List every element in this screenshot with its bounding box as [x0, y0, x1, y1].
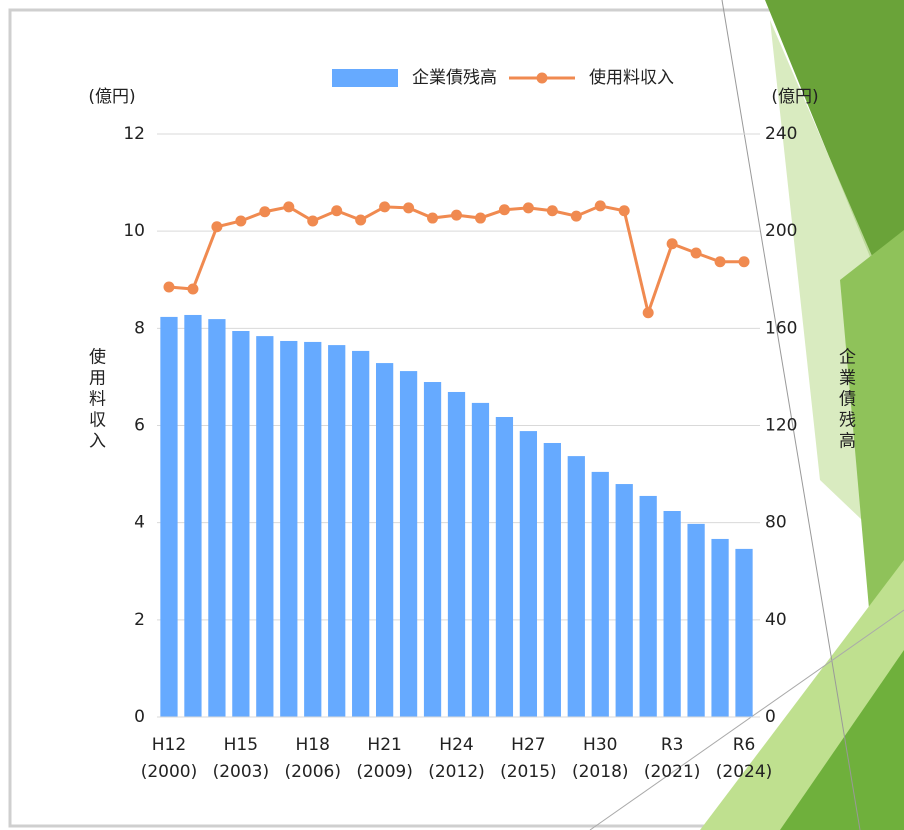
y2-tick-label: 0 [765, 707, 776, 727]
bar [328, 345, 346, 717]
line-marker [331, 205, 343, 217]
line-marker [498, 204, 510, 216]
bar [447, 391, 466, 717]
y2-tick-label: 80 [765, 513, 787, 533]
bar [208, 319, 226, 717]
line-marker [714, 256, 726, 268]
x-tick-sublabel: (2006) [284, 762, 341, 782]
y2-tick-label: 200 [765, 221, 797, 241]
legend-label: 使用料収入 [589, 67, 674, 88]
x-tick-label: H21 [367, 735, 401, 755]
x-tick-label: R6 [733, 735, 756, 755]
line-marker [211, 221, 223, 233]
y-tick-label: 4 [134, 513, 145, 533]
line-marker [379, 201, 391, 213]
bar [639, 495, 657, 717]
bar [280, 340, 298, 717]
legend-swatch [332, 69, 398, 87]
bar [519, 431, 538, 717]
x-tick-sublabel: (2021) [644, 762, 701, 782]
x-tick-label: H18 [296, 735, 330, 755]
line-marker [594, 200, 606, 212]
bar [591, 471, 609, 717]
bar [735, 548, 753, 717]
x-tick-sublabel: (2003) [213, 762, 270, 782]
y-tick-label: 10 [123, 221, 145, 241]
line-marker [427, 212, 439, 224]
bar [663, 511, 681, 717]
line-marker [235, 215, 247, 227]
line-marker [307, 215, 319, 227]
line-marker [618, 205, 630, 217]
line-marker [474, 212, 486, 224]
decoration [780, 650, 904, 830]
line-marker [187, 283, 199, 295]
y-tick-label: 6 [134, 416, 145, 436]
x-tick-sublabel: (2000) [141, 762, 198, 782]
y2-tick-label: 40 [765, 610, 787, 630]
line-marker [642, 307, 654, 319]
decoration [721, 0, 861, 830]
bar [687, 523, 705, 717]
y-tick-label: 8 [134, 318, 145, 338]
y2-tick-label: 240 [765, 124, 797, 144]
bar [352, 350, 370, 717]
y-tick-label: 12 [123, 124, 145, 144]
bar [304, 341, 322, 717]
bar [375, 363, 394, 717]
y-tick-label: 2 [134, 610, 145, 630]
legend-swatch [536, 72, 548, 84]
bar [711, 538, 729, 717]
legend-label: 企業債残高 [412, 68, 497, 88]
line-marker [570, 210, 582, 222]
bar [495, 416, 514, 717]
y-tick-label: 0 [134, 707, 145, 727]
x-tick-label: H15 [224, 735, 258, 755]
bar [232, 331, 250, 717]
x-tick-label: H30 [583, 735, 617, 755]
line-marker [163, 281, 175, 293]
x-tick-label: H12 [152, 735, 186, 755]
decoration [840, 230, 904, 620]
bar [184, 314, 202, 717]
y2-tick-label: 160 [765, 318, 797, 338]
line-marker [451, 209, 462, 221]
bar [160, 316, 178, 717]
bar [567, 456, 585, 717]
bar [543, 442, 561, 717]
bar [256, 336, 274, 717]
x-tick-sublabel: (2012) [428, 762, 485, 782]
bar [423, 382, 442, 717]
y2-axis-title: 企業債残高 [835, 347, 856, 452]
x-tick-sublabel: (2009) [356, 762, 413, 782]
line-marker [522, 202, 534, 214]
line-marker [283, 201, 295, 213]
line-marker [690, 247, 702, 259]
bar [471, 402, 490, 717]
bar [399, 371, 418, 717]
line-marker [546, 205, 558, 217]
y-unit: (億円) [88, 87, 135, 107]
y2-tick-label: 120 [765, 416, 797, 436]
line-marker [403, 202, 415, 214]
y2-unit: (億円) [771, 87, 818, 107]
line-marker [355, 214, 367, 226]
bar [615, 484, 633, 717]
line-marker [738, 256, 750, 268]
x-tick-label: R3 [661, 735, 684, 755]
decoration [589, 609, 904, 830]
x-tick-sublabel: (2024) [716, 762, 773, 782]
x-tick-label: H27 [511, 735, 545, 755]
x-tick-sublabel: (2018) [572, 762, 629, 782]
line-marker [666, 238, 678, 250]
x-tick-sublabel: (2015) [500, 762, 557, 782]
line-marker [259, 206, 271, 218]
x-tick-label: H24 [439, 735, 473, 755]
y-axis-title: 使用料収入 [85, 346, 106, 452]
